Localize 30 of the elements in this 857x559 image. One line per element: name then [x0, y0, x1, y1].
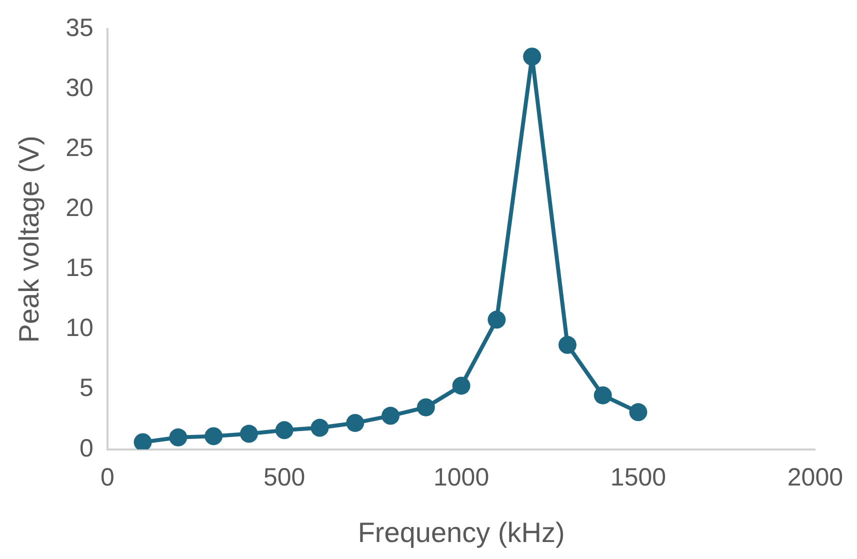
x-tick-label: 0 [100, 463, 114, 492]
y-tick-label: 35 [66, 14, 94, 42]
point [204, 427, 223, 446]
point [275, 421, 294, 440]
point [346, 414, 364, 432]
y-tick-label: 15 [66, 254, 94, 282]
point [240, 424, 258, 443]
y-axis-title: Peak voltage (V) [14, 136, 45, 343]
x-axis-title: Frequency (kHz) [358, 516, 565, 548]
point [169, 428, 188, 446]
y-tick-label: 25 [66, 134, 94, 162]
point [523, 48, 542, 66]
y-tick-label: 5 [80, 374, 94, 402]
y-tick-label: 10 [66, 314, 94, 342]
y-tick-label: 0 [80, 434, 94, 462]
x-tick-label: 2000 [787, 463, 844, 492]
point [310, 418, 329, 437]
point [416, 398, 435, 416]
point [382, 406, 400, 425]
point [558, 336, 576, 354]
y-tick-label: 30 [66, 74, 94, 102]
x-tick-label: 500 [263, 463, 306, 492]
point [594, 386, 612, 404]
x-tick-label: 1000 [433, 463, 490, 492]
point [134, 433, 152, 450]
x-tick-label: 1500 [610, 463, 666, 492]
point [488, 310, 506, 329]
point [629, 403, 648, 422]
y-tick-label: 20 [66, 194, 94, 222]
point [452, 376, 470, 395]
